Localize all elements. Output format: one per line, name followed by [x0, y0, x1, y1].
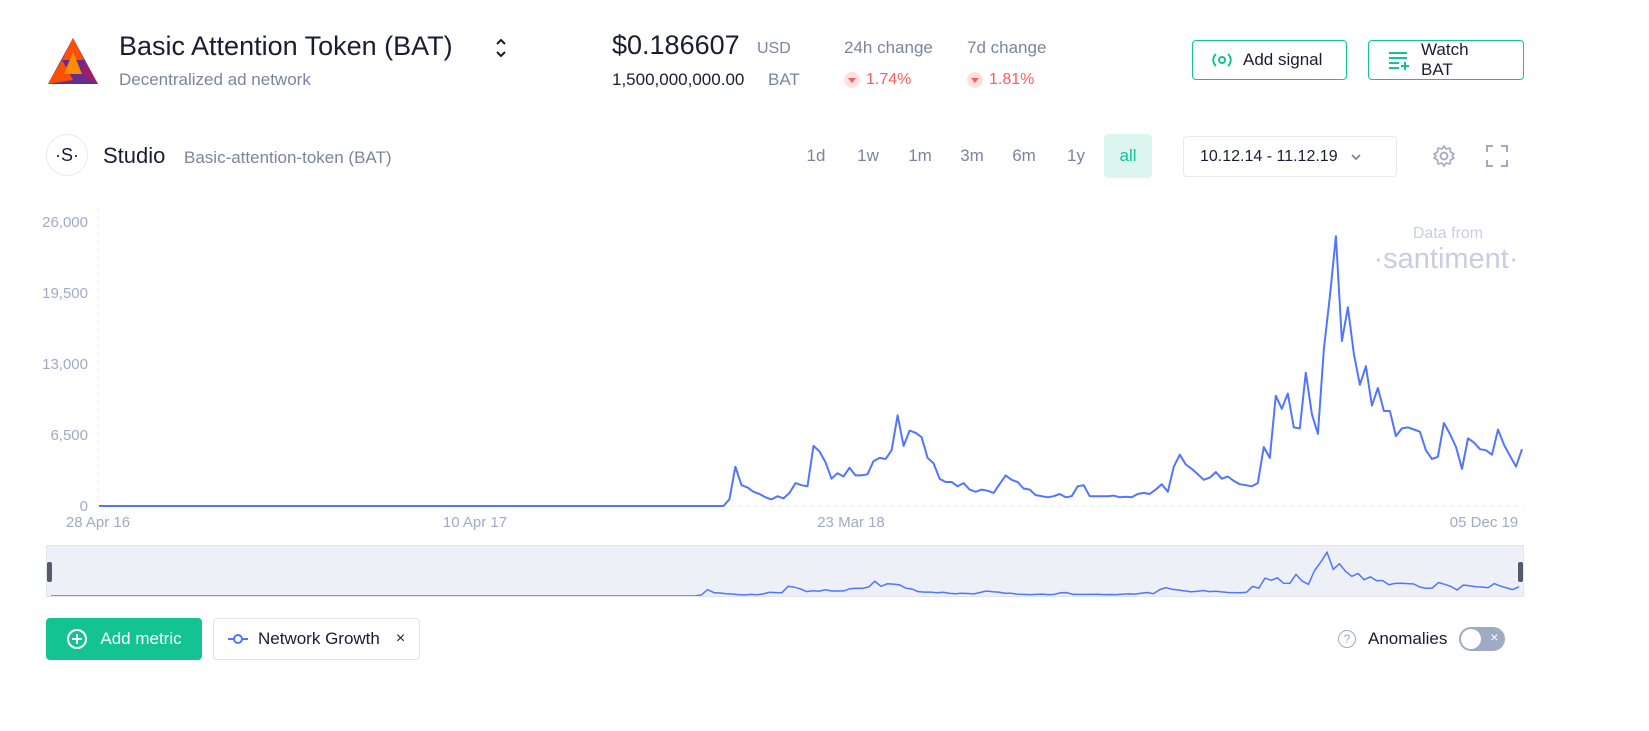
anomalies-control: ? Anomalies × [1338, 627, 1506, 651]
arrow-down-icon [844, 72, 860, 88]
settings-icon[interactable] [1430, 142, 1458, 170]
asset-description: Decentralized ad network [119, 70, 311, 89]
period-6m[interactable]: 6m [1012, 146, 1036, 165]
network-growth-chart[interactable]: 0 6,500 13,000 19,500 26,000 28 Apr 16 10 Apr… [0, 200, 1649, 540]
supply-unit: BAT [768, 70, 800, 89]
change-24h-text: 1.74% [866, 71, 912, 88]
studio-logo: ·S· [46, 134, 88, 176]
asset-title: Basic Attention Token (BAT) [119, 31, 453, 61]
studio-logo-glyph: ·S· [55, 144, 79, 165]
asset-price: $0.186607 [612, 30, 740, 60]
watermark-line2: ·santiment· [1373, 243, 1518, 275]
y-tick-label: 13,000 [42, 356, 88, 373]
date-range-text: 10.12.14 - 11.12.19 [1200, 147, 1338, 165]
period-1m[interactable]: 1m [908, 146, 932, 165]
navigator-left-handle[interactable] [47, 562, 52, 582]
date-range-picker[interactable]: 10.12.14 - 11.12.19 [1183, 136, 1397, 177]
anomalies-label: Anomalies [1368, 629, 1448, 648]
anomalies-toggle[interactable]: × [1459, 627, 1506, 651]
x-tick-label: 28 Apr 16 [66, 514, 130, 531]
metric-chip-network-growth[interactable]: Network Growth × [213, 618, 421, 660]
y-tick-label: 0 [80, 498, 88, 515]
price-currency: USD [757, 40, 791, 57]
studio-title: Studio [103, 143, 166, 168]
change-7d-value: 1.81% [967, 71, 1034, 89]
help-icon[interactable]: ? [1338, 630, 1356, 648]
arrow-down-icon [967, 72, 983, 88]
add-signal-label: Add signal [1243, 50, 1323, 69]
change-24h-value: 1.74% [844, 71, 911, 89]
x-tick-label: 10 Apr 17 [443, 514, 507, 531]
y-tick-label: 6,500 [50, 427, 88, 444]
bat-logo [46, 34, 100, 88]
period-1y[interactable]: 1y [1067, 146, 1085, 165]
x-tick-label: 23 Mar 18 [817, 514, 885, 531]
line-series-icon [228, 634, 248, 644]
toggle-off-icon: × [1490, 629, 1499, 645]
x-tick-label: 05 Dec 19 [1450, 514, 1518, 531]
chevron-down-icon [1350, 153, 1361, 160]
period-1w[interactable]: 1w [857, 146, 879, 165]
add-metric-button[interactable]: Add metric [46, 618, 202, 660]
period-1d[interactable]: 1d [806, 146, 826, 165]
change-7d-text: 1.81% [989, 71, 1035, 88]
period-3m[interactable]: 3m [960, 146, 984, 165]
signal-icon [1212, 53, 1232, 67]
watch-label: Watch BAT [1420, 40, 1469, 79]
remove-metric-icon[interactable]: × [395, 630, 406, 647]
add-signal-button[interactable]: Add signal [1192, 40, 1347, 80]
navigator-preview [51, 550, 1520, 596]
asset-supply: 1,500,000,000.00 [612, 70, 745, 89]
y-tick-label: 19,500 [42, 285, 88, 302]
studio-asset-slug: Basic-attention-token (BAT) [184, 148, 392, 167]
y-tick-label: 26,000 [42, 214, 88, 231]
change-7d-label: 7d change [967, 38, 1047, 57]
asset-switch-icon[interactable] [494, 35, 508, 61]
series-line-network-growth [99, 235, 1523, 507]
watchlist-add-icon [1388, 52, 1409, 70]
add-metric-label: Add metric [100, 629, 182, 648]
navigator-right-handle[interactable] [1518, 562, 1523, 582]
watch-button[interactable]: Watch BAT [1368, 40, 1524, 80]
fullscreen-icon[interactable] [1483, 142, 1511, 170]
period-selector: 1d 1w 1m 3m 6m 1y all [792, 134, 1156, 178]
watermark-line1: Data from [1413, 225, 1483, 242]
metric-chip-label: Network Growth [258, 629, 380, 648]
period-all[interactable]: all [1104, 134, 1152, 178]
change-24h-label: 24h change [844, 38, 933, 57]
toggle-knob [1461, 629, 1482, 649]
navigator-line [51, 550, 1520, 596]
range-navigator[interactable] [46, 545, 1524, 597]
plus-circle-icon [67, 629, 88, 649]
